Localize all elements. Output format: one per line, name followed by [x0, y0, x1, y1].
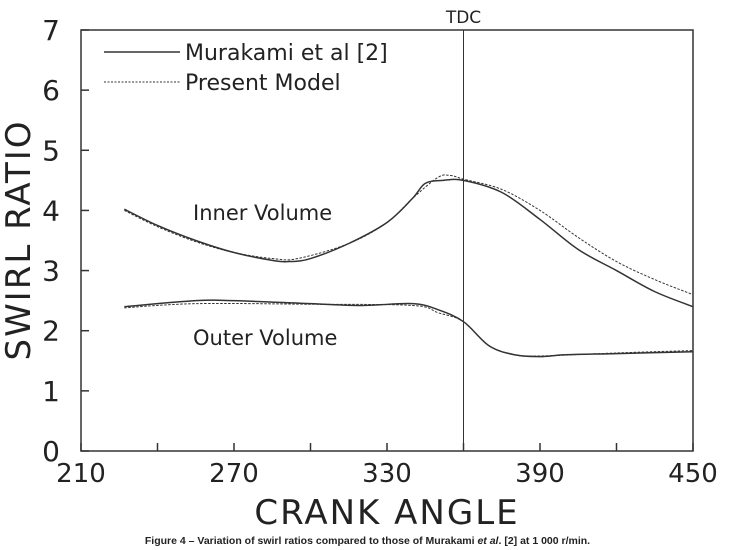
plot-frame: [80, 29, 694, 452]
caption-text-end: . [2] at 1 000 r/min.: [498, 535, 591, 547]
x-tick-label: 270: [209, 459, 259, 489]
y-tick-label: 2: [42, 315, 60, 348]
x-tick-label: 330: [362, 459, 412, 489]
caption-italic: et al: [477, 535, 499, 547]
legend-label-present-model: Present Model: [185, 71, 341, 96]
x-tick-label: 390: [515, 459, 565, 489]
y-tick-label: 5: [42, 134, 60, 167]
outer-volume-label: Outer Volume: [193, 326, 337, 350]
series-line-3: [124, 302, 694, 357]
figure-caption: Figure 4 – Variation of swirl ratios com…: [0, 535, 735, 548]
y-axis-label: SWIRL RATIO: [0, 119, 39, 360]
series-line-2: [124, 299, 694, 358]
x-tick-label: 450: [668, 459, 718, 489]
y-tick-label: 3: [42, 255, 60, 288]
y-tick-label: 1: [42, 375, 60, 408]
y-tick-label: 6: [42, 74, 60, 107]
series-line-0: [124, 178, 694, 308]
tdc-label: TDC: [445, 8, 481, 28]
legend-label-murakami: Murakami et al [2]: [185, 41, 388, 66]
x-axis-label: CRANK ANGLE: [254, 493, 519, 533]
y-tick-label: 4: [42, 194, 60, 227]
caption-text: Figure 4 – Variation of swirl ratios com…: [144, 535, 478, 547]
x-tick-label: 210: [56, 459, 106, 489]
y-tick-label: 0: [42, 435, 60, 468]
y-tick-label: 7: [42, 14, 60, 47]
series-line-1: [124, 174, 694, 296]
inner-volume-label: Inner Volume: [193, 201, 332, 225]
